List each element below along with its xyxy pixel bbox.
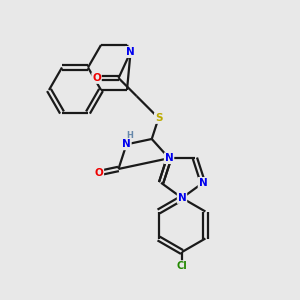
Text: N: N [122,140,131,149]
Text: H: H [126,131,133,140]
Text: N: N [178,193,186,203]
Text: N: N [126,47,135,57]
Text: N: N [165,153,173,163]
Text: O: O [94,168,103,178]
Text: S: S [155,113,162,123]
Text: O: O [92,73,101,83]
Text: N: N [199,178,207,188]
Text: Cl: Cl [177,261,188,271]
Text: N: N [126,47,135,57]
